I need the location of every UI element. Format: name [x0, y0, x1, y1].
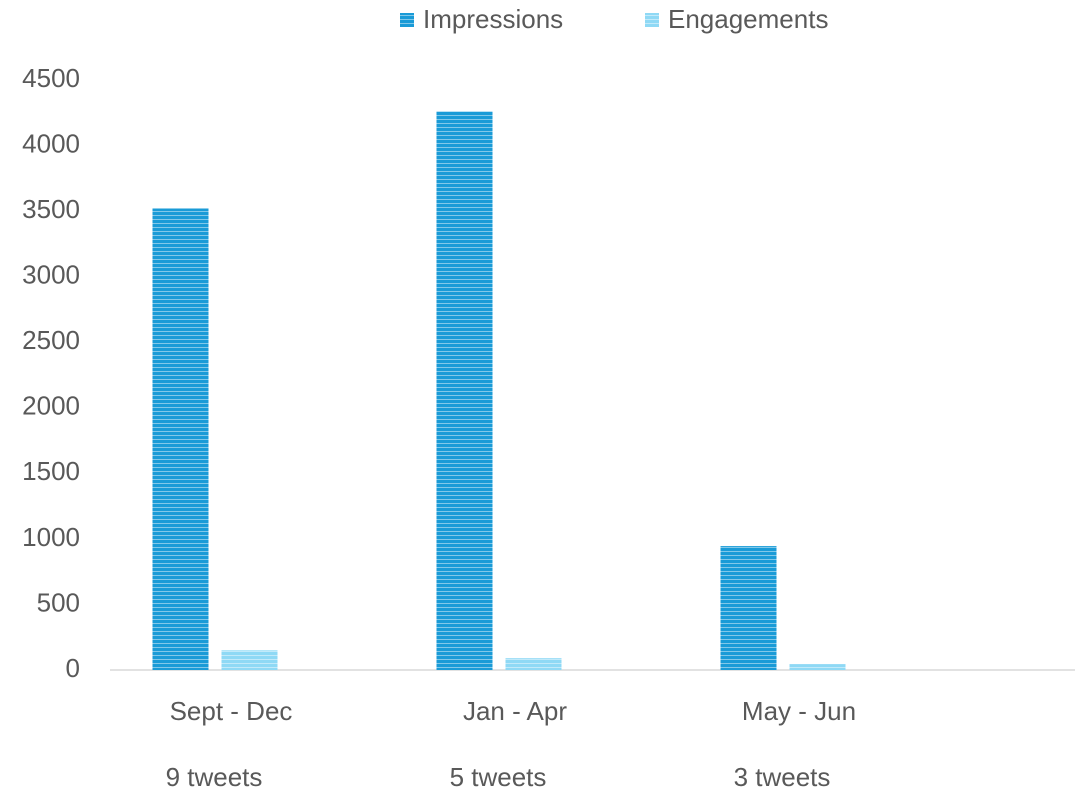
legend-label: Engagements	[668, 4, 828, 34]
legend-swatch	[645, 13, 659, 27]
y-tick-label: 2000	[22, 391, 80, 421]
bar	[789, 664, 846, 670]
bar	[505, 658, 562, 670]
y-tick-label: 4500	[22, 63, 80, 93]
bar	[221, 650, 278, 670]
x-tick-label: Sept - Dec	[170, 696, 293, 726]
x-tick-label: Jan - Apr	[463, 696, 567, 726]
bar	[436, 111, 493, 670]
y-tick-label: 2500	[22, 325, 80, 355]
x-tick-label: May - Jun	[742, 696, 856, 726]
x-subtick-label: 3 tweets	[734, 762, 831, 792]
y-tick-label: 1000	[22, 522, 80, 552]
x-subtick-label: 9 tweets	[166, 762, 263, 792]
y-tick-label: 500	[37, 587, 80, 617]
y-tick-label: 0	[66, 653, 80, 683]
y-tick-label: 3000	[22, 260, 80, 290]
legend-label: Impressions	[423, 4, 563, 34]
y-tick-label: 3500	[22, 194, 80, 224]
bar	[152, 208, 209, 670]
y-tick-label: 4000	[22, 128, 80, 158]
bar	[720, 546, 777, 670]
x-subtick-label: 5 tweets	[450, 762, 547, 792]
legend-swatch	[400, 13, 414, 27]
y-tick-label: 1500	[22, 456, 80, 486]
